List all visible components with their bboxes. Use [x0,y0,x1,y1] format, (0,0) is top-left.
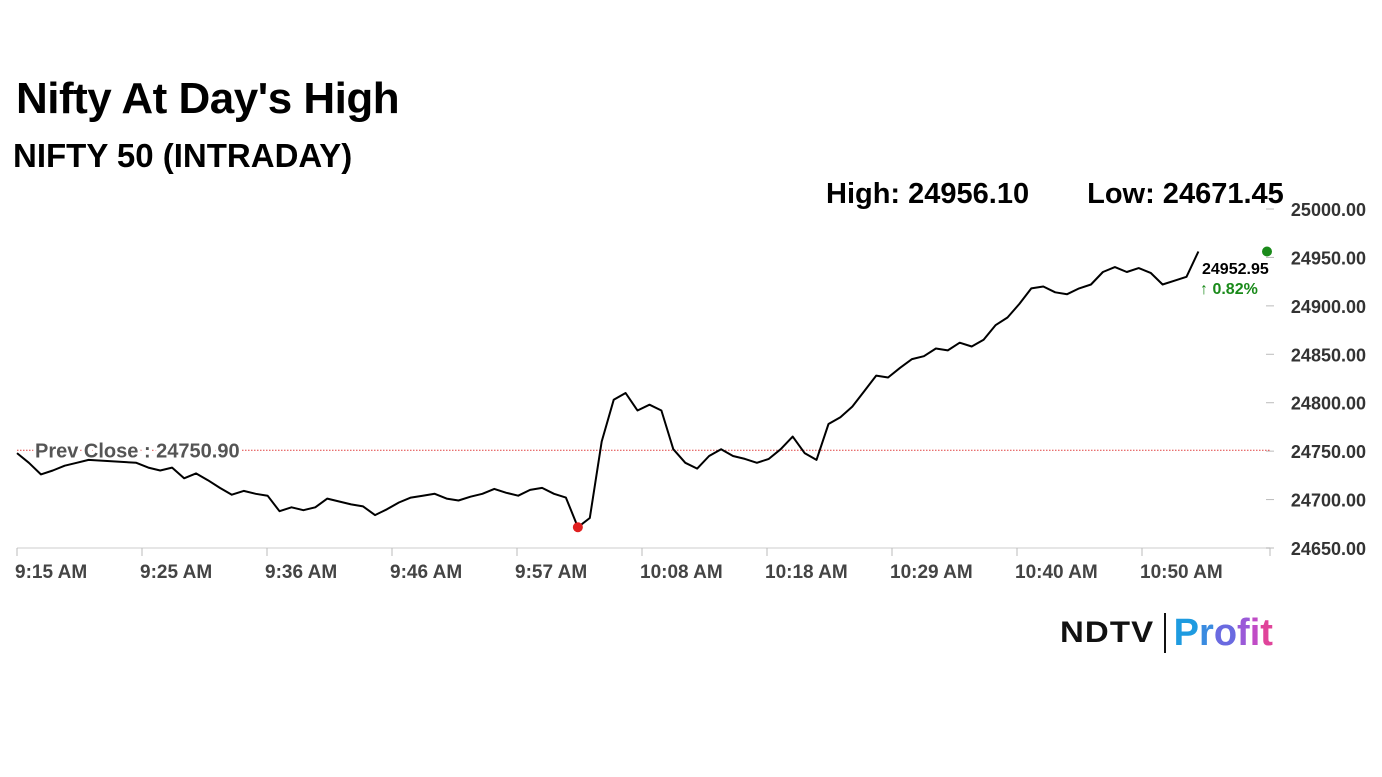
x-tick-label: 10:29 AM [890,562,973,583]
nifty-price-line [16,251,1200,529]
x-tick-label: 9:46 AM [390,562,462,583]
logo-divider [1163,613,1166,653]
day-low-marker [572,522,583,533]
prev-close-label: Prev Close : 24750.90 [35,440,240,462]
profit-letter: P [1173,611,1200,654]
y-tick-label: 24750.00 [1291,442,1366,462]
day-high-label: High: 24956.10 [826,178,1030,210]
ndtv-wordmark: NDTV [1060,616,1155,649]
chart-subtitle: NIFTY 50 (INTRADAY) [13,137,353,174]
profit-letter: f [1237,611,1250,654]
x-tick-label: 9:15 AM [15,562,87,583]
x-tick-label: 10:40 AM [1015,562,1098,583]
profit-wordmark: Profit [1174,612,1273,655]
y-tick-label: 24700.00 [1291,491,1366,511]
page-title: Nifty At Day's High [16,74,400,123]
y-tick-label: 24650.00 [1291,539,1366,559]
change-percent-label: ↑ 0.82% [1200,281,1258,298]
x-tick-label: 10:50 AM [1140,562,1223,583]
profit-letter: r [1199,611,1214,654]
y-tick-label: 24900.00 [1291,297,1366,317]
day-low-label: Low: 24671.45 [1087,178,1284,210]
profit-letter: o [1213,611,1238,654]
last-price-label: 24952.95 [1202,261,1269,278]
x-tick-label: 9:36 AM [265,562,337,583]
high-low-stats: High: 24956.10 Low: 24671.45 [826,178,1284,211]
x-tick-label: 9:25 AM [140,562,212,583]
y-tick-label: 25000.00 [1291,200,1366,220]
profit-letter: i [1249,611,1261,654]
last-price-marker [1262,246,1272,257]
y-tick-label: 24950.00 [1291,248,1366,268]
y-tick-label: 24800.00 [1291,394,1366,414]
y-axis: 24650.00 24700.00 24750.00 24800.00 24850.00… [1266,200,1366,559]
y-tick-label: 24850.00 [1291,345,1366,365]
x-tick-label: 10:18 AM [765,562,848,583]
profit-letter: t [1260,611,1273,654]
x-tick-label: 10:08 AM [640,562,723,583]
x-axis: 9:15 AM 9:25 AM 9:36 AM 9:46 AM 9:57 AM 10:08… [15,548,1271,583]
x-tick-label: 9:57 AM [515,562,587,583]
ndtv-profit-logo: NDTV Profit [1060,612,1273,654]
